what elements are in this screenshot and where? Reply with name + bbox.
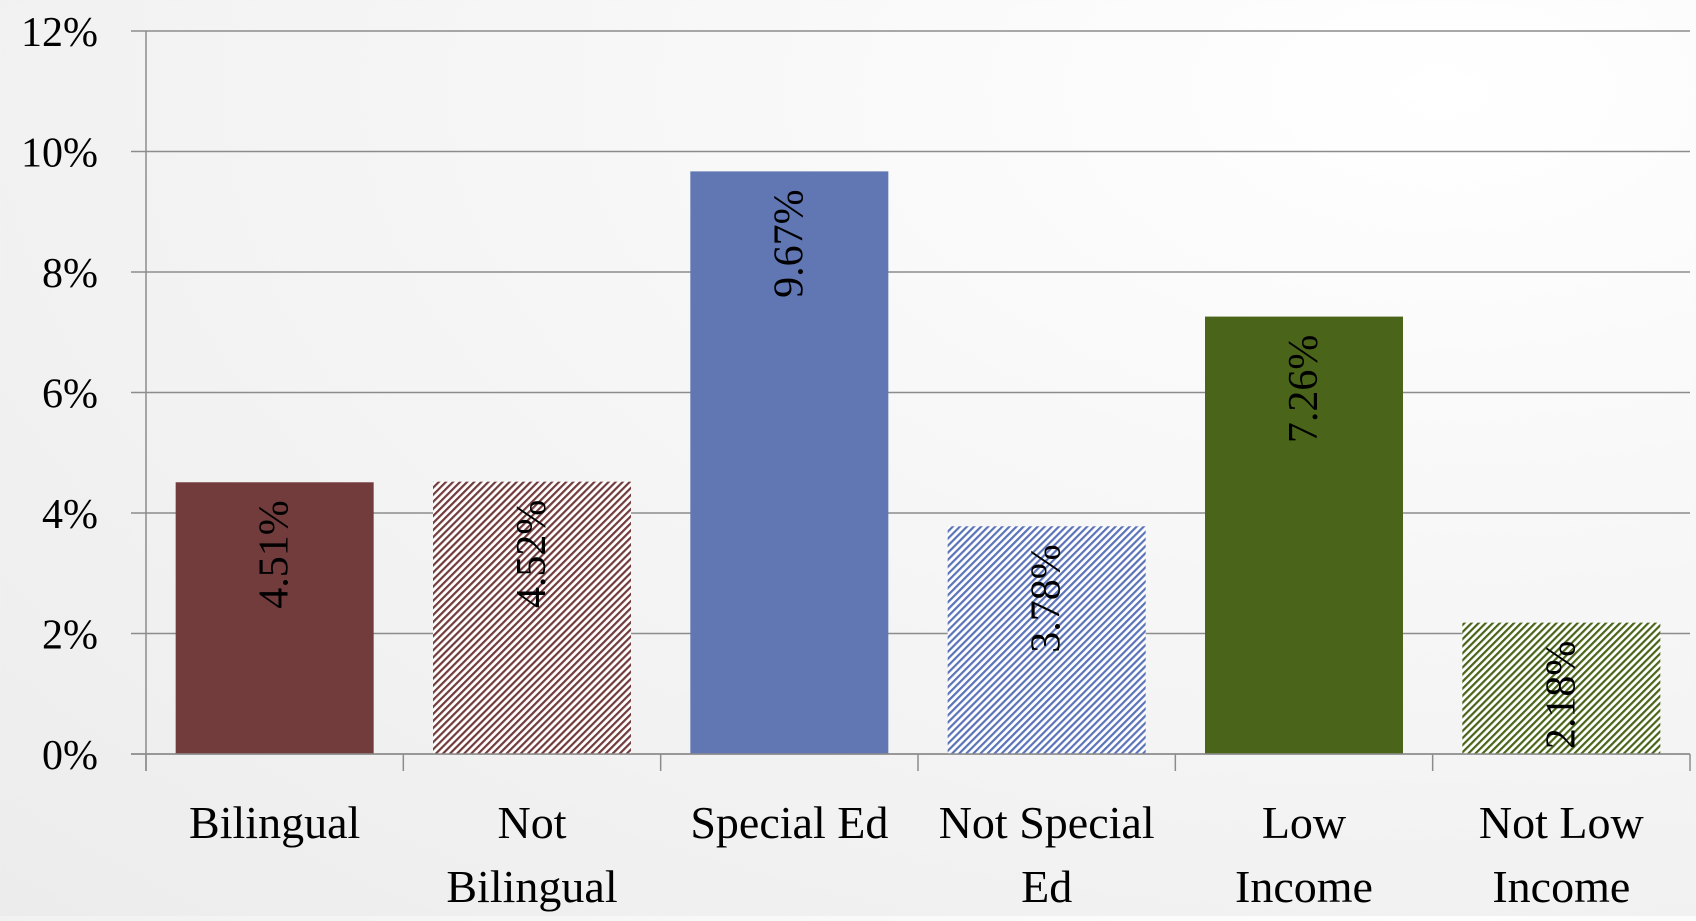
y-tick-label: 2% <box>42 613 98 659</box>
y-tick-label: 4% <box>42 492 98 538</box>
bar <box>1462 622 1661 754</box>
bar <box>175 482 374 754</box>
x-category-label: Special Ed <box>690 797 888 848</box>
y-tick-label: 0% <box>42 733 98 779</box>
axes <box>131 31 1691 771</box>
y-tick-label: 8% <box>42 251 98 297</box>
x-category-label: Not Bilingual <box>446 797 617 912</box>
labels: 0% 2% 4% 6% 8% 10% 12% 4.51% Bilingual 4.52% Not Bi… <box>21 10 1645 912</box>
x-category-label: Bilingual <box>189 797 360 848</box>
x-category-label: Not Special Ed <box>939 797 1155 912</box>
y-tick-label: 12% <box>21 10 98 56</box>
data-label: 3.78% <box>1024 544 1070 653</box>
bar <box>433 481 631 754</box>
bars <box>175 171 1661 754</box>
bar <box>1205 316 1403 754</box>
x-category-label: Low Income <box>1235 797 1373 912</box>
y-tick-label: 10% <box>21 131 98 177</box>
bar <box>947 526 1146 754</box>
x-category-label: Not Low Income <box>1479 797 1645 912</box>
data-label: 4.51% <box>252 500 298 608</box>
y-tick-label: 6% <box>42 372 98 418</box>
bar <box>690 171 889 754</box>
data-label: 9.67% <box>766 189 812 298</box>
gridlines <box>131 30 1690 755</box>
data-label: 2.18% <box>1538 641 1584 750</box>
data-label: 7.26% <box>1281 335 1327 444</box>
data-label: 4.52% <box>509 500 555 609</box>
